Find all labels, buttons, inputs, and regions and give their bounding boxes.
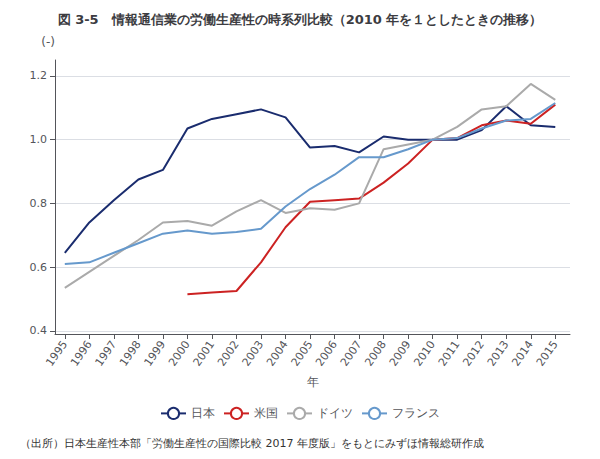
svg-text:0.8: 0.8 [30, 197, 48, 210]
svg-text:2003: 2003 [240, 338, 267, 368]
svg-text:2006: 2006 [313, 338, 340, 368]
svg-text:1999: 1999 [142, 338, 169, 368]
svg-text:2007: 2007 [338, 338, 365, 368]
svg-text:1.2: 1.2 [30, 69, 48, 82]
svg-text:フランス: フランス [392, 406, 440, 420]
svg-text:2004: 2004 [264, 338, 291, 368]
svg-text:2015: 2015 [534, 338, 561, 368]
svg-text:1996: 1996 [68, 338, 95, 368]
svg-text:(-): (-) [41, 35, 55, 49]
svg-text:1998: 1998 [117, 338, 144, 368]
svg-text:2005: 2005 [289, 338, 316, 368]
svg-text:0.6: 0.6 [30, 261, 48, 274]
svg-text:2012: 2012 [460, 338, 487, 368]
svg-text:2002: 2002 [215, 338, 242, 368]
svg-text:年: 年 [307, 375, 319, 389]
svg-text:2009: 2009 [387, 338, 414, 368]
svg-text:2013: 2013 [485, 338, 512, 368]
svg-text:1995: 1995 [43, 338, 70, 368]
svg-text:ドイツ: ドイツ [317, 406, 353, 420]
svg-text:2011: 2011 [436, 338, 463, 368]
svg-text:2001: 2001 [191, 338, 218, 368]
svg-text:2010: 2010 [411, 338, 438, 368]
svg-text:（出所）日本生産性本部「労働生産性の国際比較 2017 年度: （出所）日本生産性本部「労働生産性の国際比較 2017 年度版」をもとにみずほ情… [20, 437, 484, 450]
svg-text:図 3-5 情報通信業の労働生産性の時系列比較（2010 年: 図 3-5 情報通信業の労働生産性の時系列比較（2010 年を１としたときの推移… [58, 12, 543, 27]
svg-text:1997: 1997 [92, 338, 119, 368]
svg-text:米国: 米国 [254, 406, 278, 420]
svg-text:2000: 2000 [166, 338, 193, 368]
svg-text:0.4: 0.4 [30, 324, 48, 337]
svg-text:日本: 日本 [191, 406, 215, 420]
svg-text:2014: 2014 [509, 338, 536, 368]
svg-text:2008: 2008 [362, 338, 389, 368]
svg-text:1.0: 1.0 [30, 133, 48, 146]
